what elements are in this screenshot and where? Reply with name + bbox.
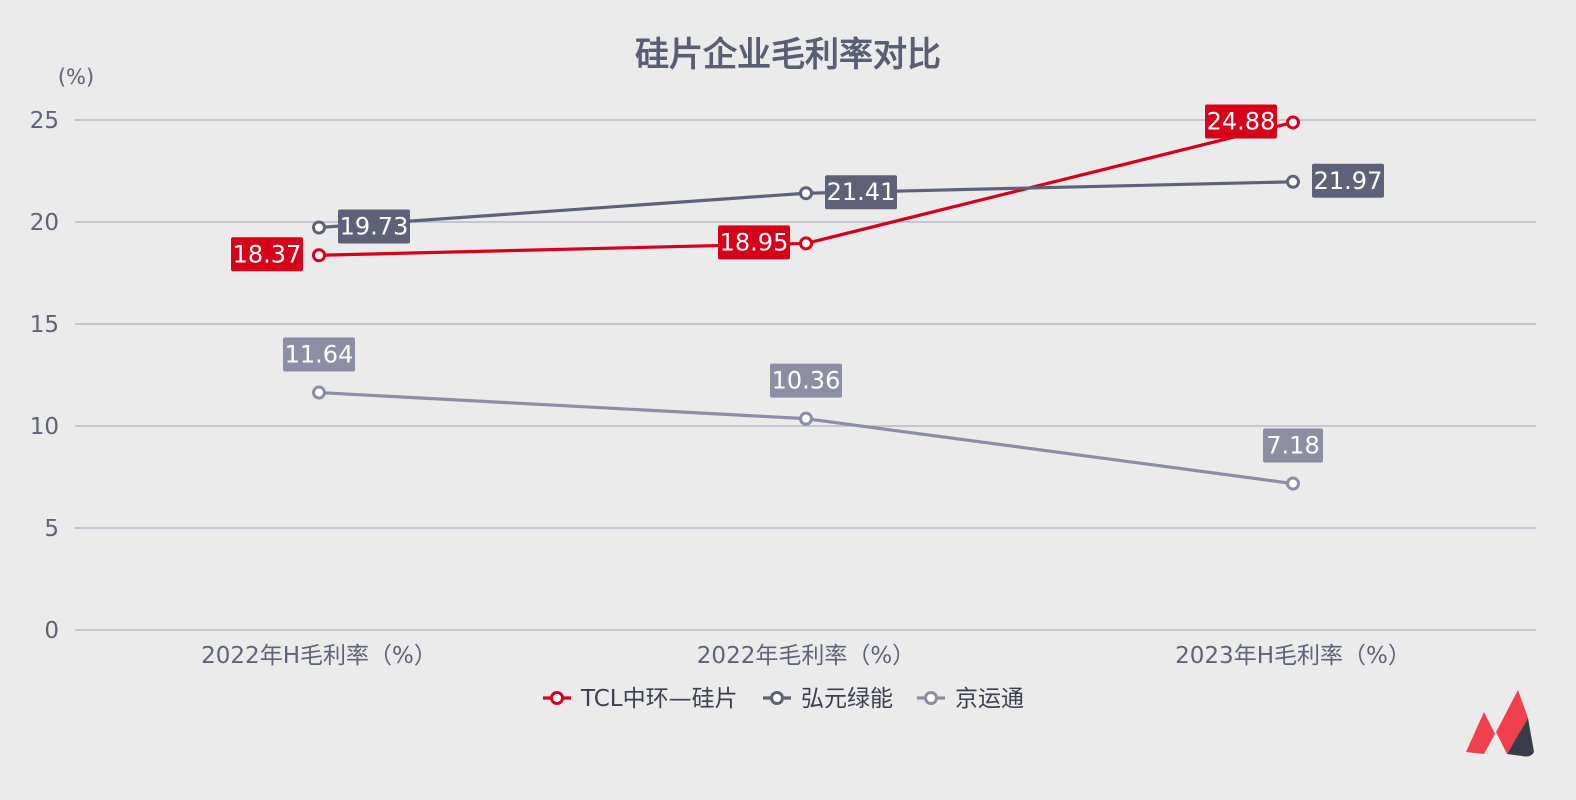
data-label-text: 10.36: [772, 367, 841, 395]
legend-item: TCL中环—硅片: [543, 686, 738, 712]
data-label-text: 7.18: [1266, 432, 1319, 460]
y-tick-label: 10: [30, 414, 59, 440]
data-label: 19.73: [338, 209, 410, 244]
x-axis-categories: 2022年H毛利率（%） 2022年毛利率（%） 2023年H毛利率（%）: [201, 643, 1411, 669]
data-label-box: [1205, 104, 1277, 139]
brand-logo-icon: [1466, 690, 1534, 757]
y-tick-label: 20: [30, 210, 59, 236]
data-label-box: [718, 225, 790, 260]
data-label-text: 21.41: [827, 178, 896, 206]
y-tick-label: 0: [44, 618, 59, 644]
data-label-box: [231, 237, 303, 272]
data-label-text: 18.37: [233, 240, 302, 268]
y-tick-label: 5: [44, 516, 59, 542]
data-point: [1286, 115, 1300, 130]
y-tick-label: 25: [30, 108, 59, 134]
legend-marker-icon: [924, 691, 938, 705]
data-label: 21.41: [825, 175, 897, 210]
data-label: 24.88: [1205, 104, 1277, 139]
legend-marker-icon: [770, 691, 784, 705]
x-category-label: 2022年H毛利率（%）: [201, 643, 437, 669]
data-point: [799, 236, 813, 251]
data-point: [312, 220, 326, 235]
data-label: 10.36: [770, 363, 842, 398]
logo-dark-shape: [1507, 718, 1534, 757]
data-point: [799, 186, 813, 201]
data-label-box: [1312, 163, 1384, 198]
legend-label: 弘元绿能: [801, 686, 893, 712]
y-tick-label: 15: [30, 312, 59, 338]
data-label-box: [770, 363, 842, 398]
legend-item: 京运通: [917, 686, 1024, 712]
data-label-box: [338, 209, 410, 244]
data-label-box: [825, 175, 897, 210]
legend-marker-icon: [550, 691, 564, 705]
data-point: [1286, 476, 1300, 491]
series-line: [312, 385, 1300, 491]
data-label-text: 24.88: [1207, 107, 1276, 135]
data-label: 18.37: [231, 237, 303, 272]
data-point: [1286, 174, 1300, 189]
x-category-label: 2022年毛利率（%）: [697, 643, 915, 669]
data-point: [312, 248, 326, 263]
series-line: [312, 115, 1300, 263]
data-label-box: [283, 337, 355, 372]
chart-title: 硅片企业毛利率对比: [635, 35, 941, 75]
data-label: 18.95: [718, 225, 790, 260]
data-label-text: 19.73: [340, 213, 409, 241]
data-point: [799, 411, 813, 426]
y-axis-unit: (%): [58, 65, 94, 89]
data-label-text: 21.97: [1314, 167, 1383, 195]
legend-label: TCL中环—硅片: [580, 686, 738, 712]
data-label: 21.97: [1312, 163, 1384, 198]
series-group: [312, 115, 1300, 491]
series-line: [312, 174, 1300, 235]
x-category-label: 2023年H毛利率（%）: [1175, 643, 1411, 669]
data-labels: 18.37 18.95 24.88 19.73 21.41 21.97 11.64 10.36…: [231, 104, 1384, 463]
legend: TCL中环—硅片 弘元绿能 京运通: [543, 686, 1024, 712]
data-label: 7.18: [1263, 428, 1323, 463]
series-path: [318, 390, 1294, 486]
data-label-text: 18.95: [720, 228, 789, 256]
data-label-box: [1263, 428, 1323, 463]
data-label: 11.64: [283, 337, 355, 372]
legend-item: 弘元绿能: [763, 686, 893, 712]
legend-label: 京运通: [955, 686, 1024, 712]
y-axis-ticks: 0 5 10 15 20 25: [30, 108, 59, 644]
logo-red-shape: [1466, 690, 1528, 754]
data-label-text: 11.64: [285, 341, 354, 369]
data-point: [312, 385, 326, 400]
